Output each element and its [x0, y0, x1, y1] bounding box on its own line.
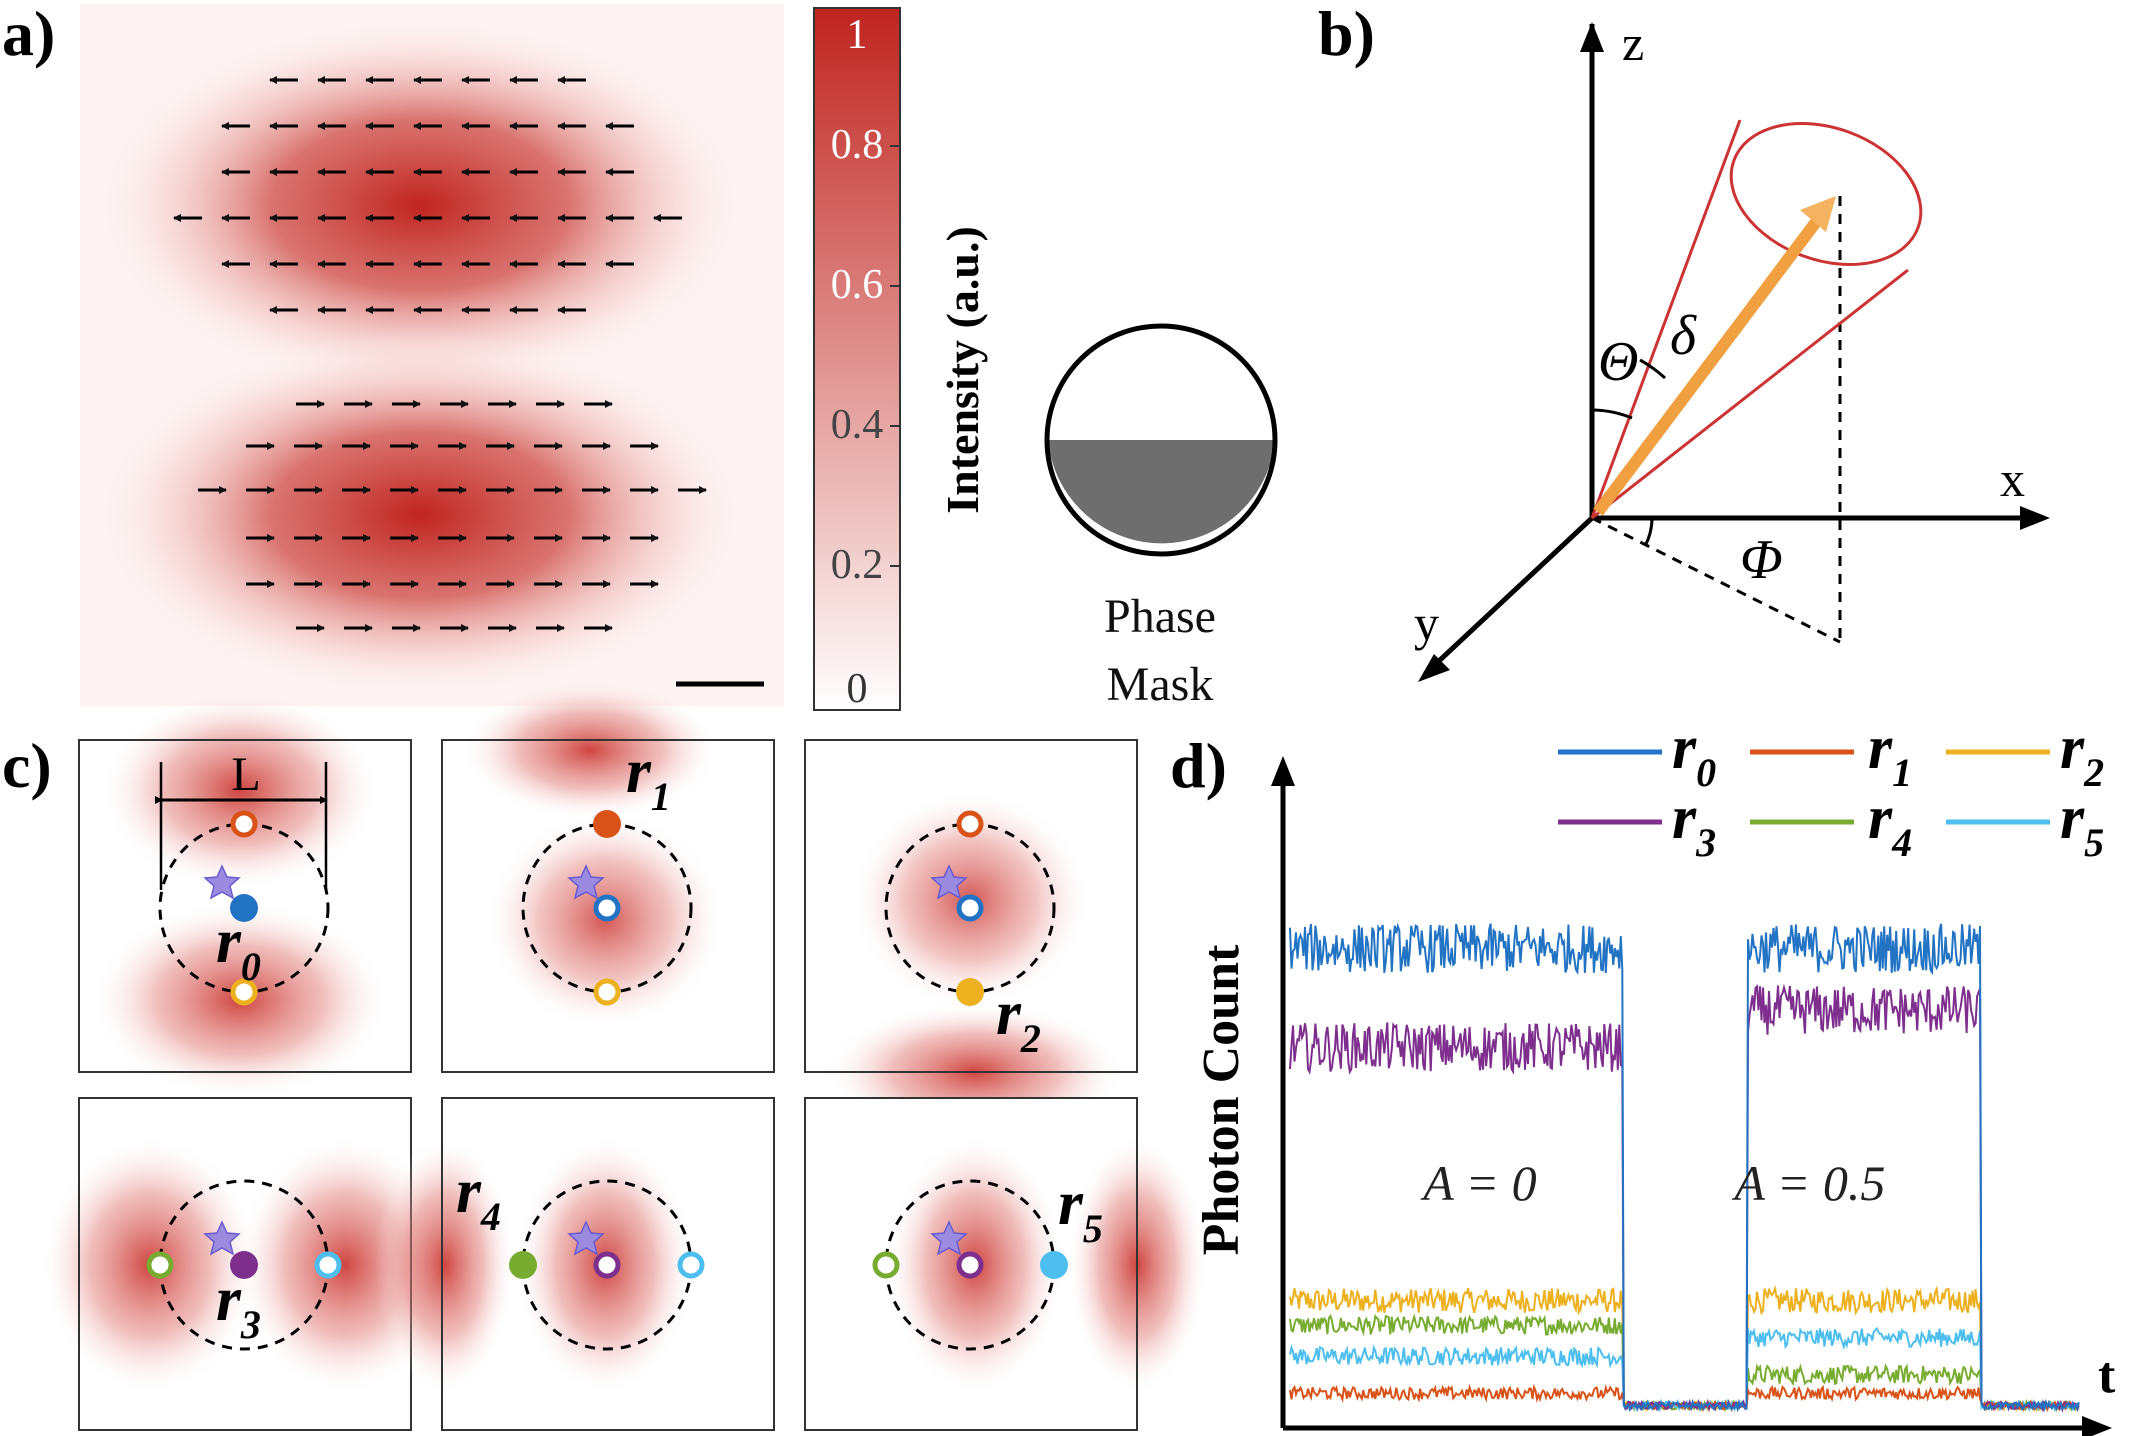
subplot-r5-label: r5 [1058, 1167, 1103, 1251]
colorbar: 1 0.8 0.6 0.4 0.2 0 Intensity (a.u.) [813, 7, 988, 712]
colorbar-label: Intensity (a.u.) [937, 226, 988, 514]
z-axis-label: z [1622, 15, 1644, 71]
panel-d-label: d) [1170, 730, 1227, 801]
polarization-arrows-bottom [198, 400, 707, 632]
svg-text:r3: r3 [1672, 784, 1716, 865]
annotation-a0: A = 0 [1420, 1155, 1536, 1211]
subplot-r1-label: r1 [626, 735, 671, 819]
length-label: L [231, 748, 260, 801]
phi-label: Φ [1740, 529, 1783, 591]
svg-text:r0: r0 [1672, 714, 1716, 795]
cone [1590, 119, 1923, 520]
series-line-r0 [1289, 922, 2080, 1413]
legend-item-r5: r5 [1946, 784, 2104, 865]
subplot-r0-label: r0 [216, 905, 261, 989]
legend-item-r1: r1 [1750, 714, 1912, 795]
dipole-vector [1593, 210, 1827, 516]
svg-text:r1: r1 [1868, 714, 1912, 795]
panel-c-label: c) [2, 730, 52, 801]
subplot-r4: r4 [375, 1097, 775, 1431]
chart-series [1289, 922, 2080, 1414]
colorbar-tick-zero: 0 [847, 666, 868, 712]
subplot-r4-label: r4 [456, 1155, 501, 1239]
subplot-r2-label: r2 [996, 977, 1041, 1061]
intensity-map [80, 4, 784, 706]
colorbar-tick-1: 1 [847, 12, 868, 58]
legend-item-r2: r2 [1946, 714, 2104, 795]
y-axis-label: y [1414, 595, 1439, 651]
svg-text:r4: r4 [1868, 784, 1912, 865]
coordinate-diagram: z x y Θ δ Φ [1414, 15, 2050, 682]
x-axis-label: x [2000, 451, 2025, 507]
legend-item-r3: r3 [1558, 784, 1716, 865]
chart-legend: r0 r1 r2 r3 r4 r5 [1558, 714, 2104, 865]
subplot-r3-label: r3 [216, 1263, 261, 1347]
phase-mask: Phase Mask [1044, 323, 1278, 711]
chart-y-label: Photon Count [1193, 944, 1250, 1255]
theta-label: Θ [1598, 331, 1638, 393]
subplot-r2: r2 [804, 739, 1138, 1142]
subplot-r0: L r0 [78, 690, 412, 1100]
colorbar-tick-0.8: 0.8 [831, 122, 884, 168]
legend-item-r4: r4 [1750, 784, 1912, 865]
subplot-r1: r1 [441, 680, 775, 1073]
panel-c: L r0 r1 [40, 680, 1207, 1431]
colorbar-tick-0.6: 0.6 [831, 262, 884, 308]
phase-mask-line2: Mask [1107, 658, 1214, 711]
phase-mask-line1: Phase [1104, 590, 1216, 643]
svg-text:r5: r5 [2060, 784, 2104, 865]
delta-label: δ [1670, 305, 1697, 367]
subplot-r5: r5 [804, 1097, 1207, 1431]
y-axis [1423, 516, 1594, 676]
colorbar-tick-0.2: 0.2 [831, 542, 884, 588]
chart-x-label: t [2098, 1347, 2116, 1404]
polarization-arrows-top [173, 76, 682, 314]
svg-text:r2: r2 [2060, 714, 2104, 795]
photon-count-chart: Photon Count t A = 0 A = 0.5 r0 r1 r2 r3 [1193, 714, 2116, 1436]
series-line-r3 [1289, 983, 2080, 1414]
colorbar-tick-0.4: 0.4 [831, 402, 884, 448]
panel-b-label: b) [1318, 0, 1375, 69]
panel-a-label: a) [2, 0, 56, 69]
annotation-a05: A = 0.5 [1732, 1155, 1886, 1211]
legend-item-r0: r0 [1558, 714, 1716, 795]
